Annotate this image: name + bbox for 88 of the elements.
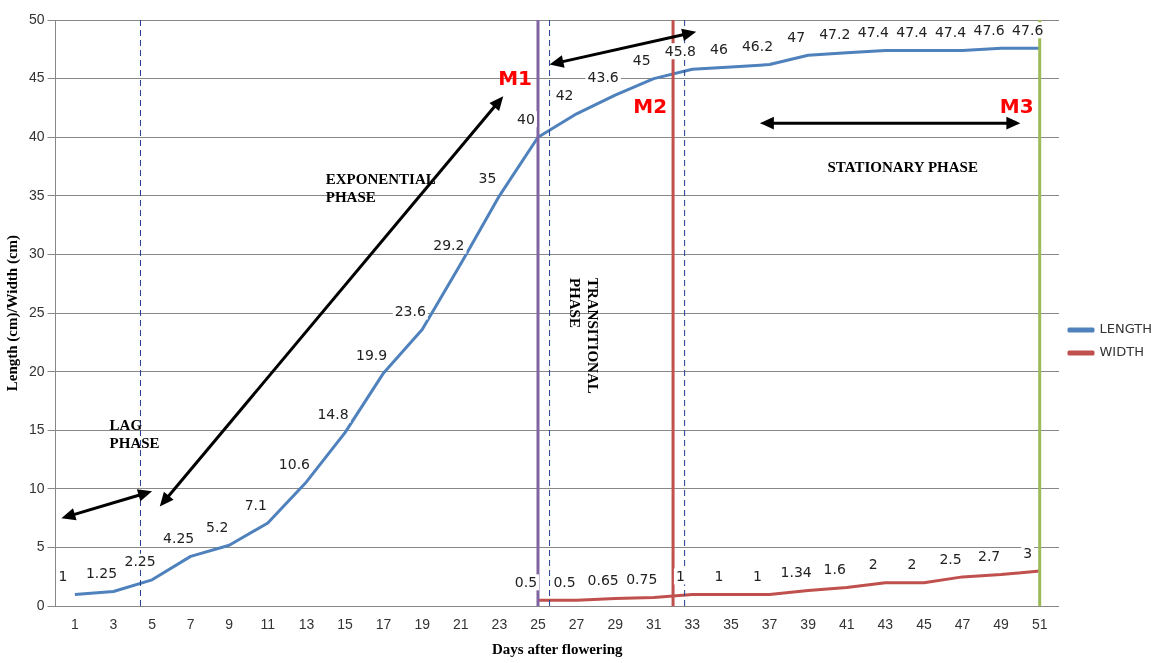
data-label: 14.8 [317, 406, 349, 423]
x-tick-label: 37 [761, 616, 778, 633]
x-tick-label: 45 [916, 616, 932, 633]
x-tick-label: 1 [70, 616, 79, 633]
annotation: TRANSITIONAL PHASE [567, 277, 602, 394]
x-tick-label: 29 [607, 616, 624, 633]
data-label: 1.34 [780, 564, 812, 581]
data-label: 45.8 [664, 42, 696, 59]
x-tick-label: 11 [260, 616, 276, 633]
legend-label: WIDTH [1099, 344, 1144, 360]
data-label: 47.6 [1012, 21, 1044, 38]
data-label: 0.65 [587, 572, 619, 589]
x-tick-label: 27 [568, 616, 585, 633]
data-label: 47.4 [896, 24, 928, 41]
x-tick-label: 17 [375, 616, 392, 633]
x-tick-label: 33 [684, 616, 701, 633]
data-label: 47.4 [934, 24, 967, 41]
x-tick-label: 49 [993, 616, 1010, 633]
y-tick-label: 15 [28, 421, 45, 438]
data-label: 4.25 [163, 530, 195, 547]
data-label: 1 [714, 568, 724, 585]
y-tick-label: 0 [36, 597, 45, 614]
y-tick-label: 35 [28, 186, 45, 203]
x-tick-label: 21 [453, 616, 469, 633]
x-tick-label: 47 [954, 616, 971, 633]
data-label: 2 [868, 556, 878, 573]
data-label: 45 [632, 52, 651, 69]
data-label: 19.9 [356, 346, 388, 363]
data-label: 2.7 [977, 548, 1001, 565]
annotation: STATIONARY PHASE [827, 159, 978, 176]
x-tick-label: 3 [109, 616, 118, 633]
data-label: 47 [787, 28, 806, 45]
x-tick-label: 31 [645, 616, 662, 633]
data-label: 1.25 [85, 565, 118, 582]
x-tick-label: 25 [530, 616, 546, 633]
y-tick-label: 20 [28, 362, 45, 379]
y-tick-label: 5 [36, 538, 45, 555]
x-tick-label: 41 [838, 616, 855, 633]
data-label: 10.6 [278, 455, 311, 472]
data-label: 0.75 [626, 571, 658, 588]
y-tick-label: 25 [28, 303, 45, 320]
x-tick-label: 7 [186, 616, 195, 633]
data-label: 29.2 [433, 237, 465, 254]
legend-label: LENGTH [1099, 321, 1153, 337]
y-axis-title: Length (cm)/Width (cm) [3, 234, 21, 392]
data-label: 46 [710, 40, 728, 57]
data-label: 7.1 [244, 496, 267, 513]
data-label: 35 [478, 169, 497, 186]
data-label: 40 [517, 110, 535, 127]
x-tick-label: 19 [414, 616, 431, 633]
annotation: EXPONENTIAL PHASE [325, 170, 436, 205]
data-label: 47.4 [857, 24, 889, 41]
y-tick-label: 50 [28, 10, 45, 27]
x-tick-label: 43 [877, 616, 894, 633]
data-label: 1 [58, 568, 68, 585]
annotation: LAG PHASE [109, 416, 160, 451]
ref-line-label: M2 [633, 94, 668, 119]
x-tick-label: 5 [148, 616, 157, 633]
data-label: 2 [907, 556, 917, 573]
data-label: 43.6 [587, 68, 619, 85]
x-tick-label: 51 [1031, 616, 1048, 633]
ref-line-label: M3 [999, 94, 1034, 119]
data-label: 42 [555, 87, 574, 104]
data-label: 0.5 [514, 573, 538, 590]
y-tick-label: 40 [28, 128, 45, 145]
y-tick-label: 45 [28, 69, 45, 86]
data-label: 46.2 [741, 38, 774, 55]
data-label: 2.5 [939, 550, 962, 567]
data-label: 47.2 [819, 26, 851, 43]
data-label: 1 [753, 568, 763, 585]
data-label: 2.25 [124, 553, 156, 570]
data-label: 3 [1023, 544, 1033, 561]
x-axis-title: Days after flowering [492, 640, 624, 657]
data-label: 5.2 [206, 518, 229, 535]
x-tick-label: 13 [298, 616, 315, 633]
data-label: 23.6 [394, 303, 426, 320]
y-tick-label: 10 [28, 479, 45, 496]
data-label: 47.6 [973, 21, 1005, 38]
x-tick-label: 39 [800, 616, 817, 633]
x-tick-label: 35 [723, 616, 739, 633]
y-tick-label: 30 [28, 245, 45, 262]
x-tick-label: 15 [337, 616, 354, 633]
x-tick-label: 9 [225, 616, 234, 633]
data-label: 1.6 [823, 561, 846, 578]
ref-line-label: M1 [498, 66, 532, 91]
x-tick-label: 23 [491, 616, 508, 633]
data-label: 1 [675, 568, 685, 585]
data-label: 0.5 [553, 573, 576, 590]
